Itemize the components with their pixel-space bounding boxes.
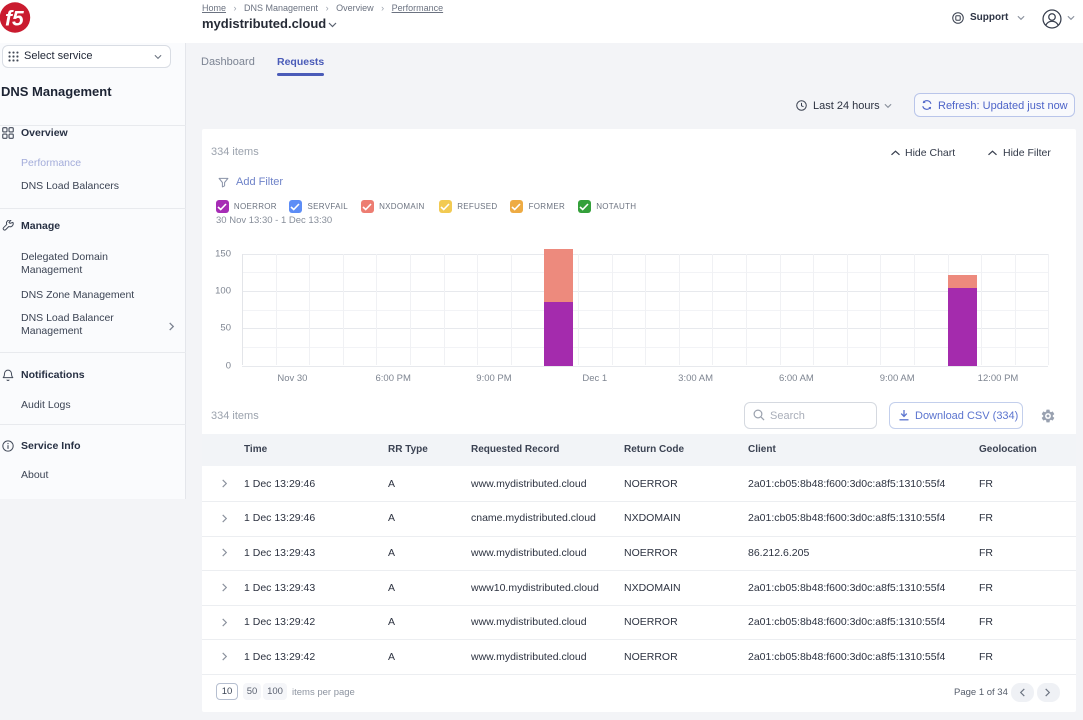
svg-text:f5: f5 — [5, 8, 24, 31]
